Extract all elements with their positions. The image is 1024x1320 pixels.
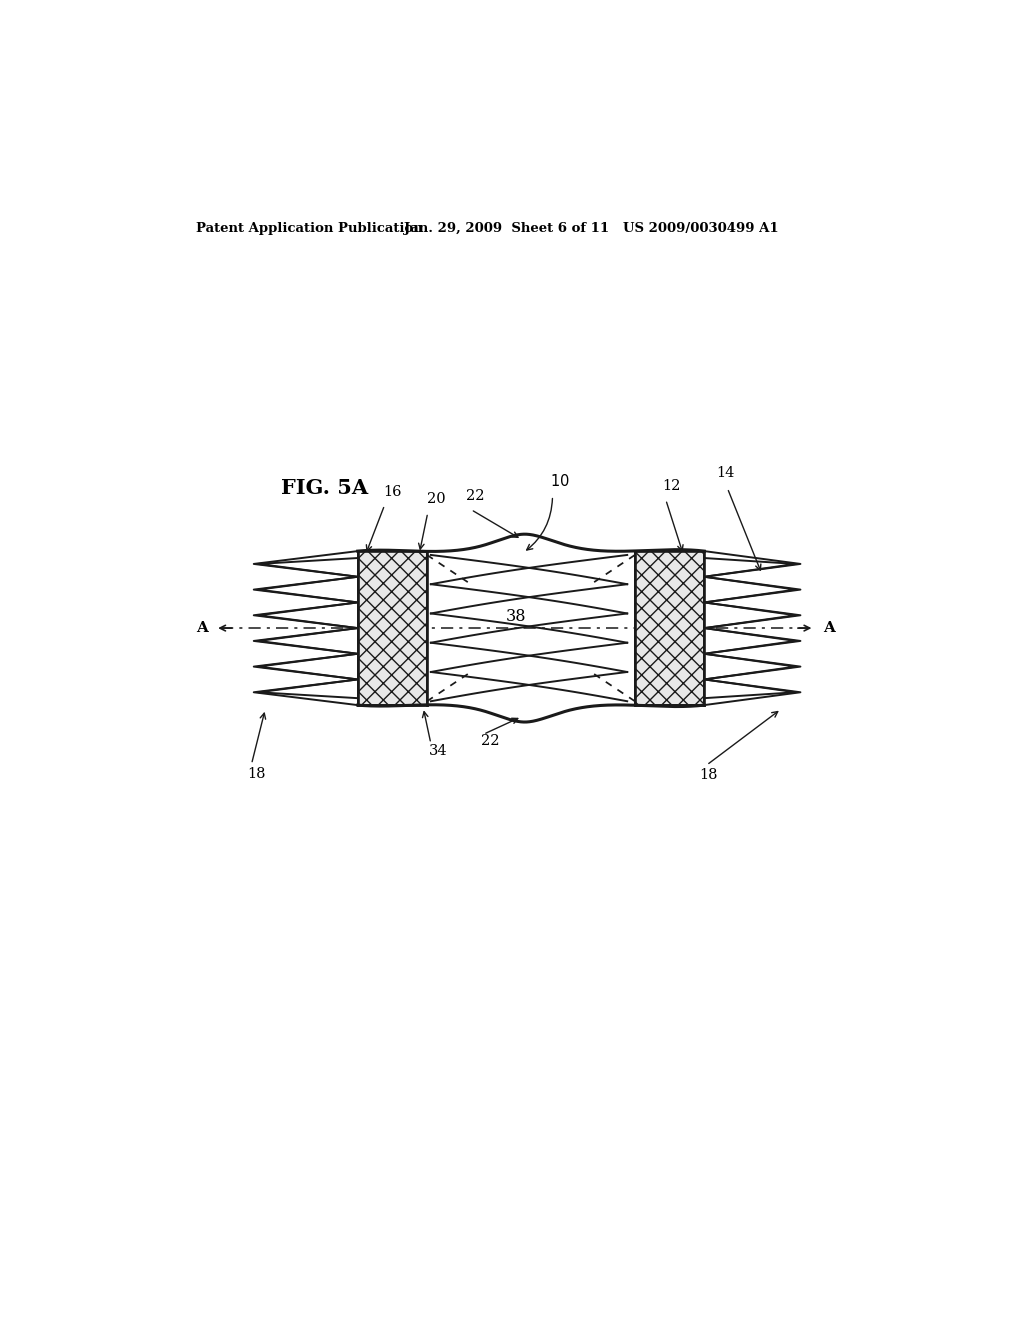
Text: 22: 22 (481, 734, 500, 748)
Text: 38: 38 (505, 609, 525, 626)
Text: 14: 14 (716, 466, 734, 480)
Bar (635, 552, 705, 705)
Bar (357, 552, 427, 705)
Text: 18: 18 (248, 767, 266, 780)
Text: Patent Application Publication: Patent Application Publication (196, 222, 423, 235)
Text: 22: 22 (466, 490, 484, 503)
Text: 20: 20 (427, 492, 445, 507)
Text: 34: 34 (429, 743, 447, 758)
Text: 18: 18 (698, 768, 718, 783)
Text: Jan. 29, 2009  Sheet 6 of 11: Jan. 29, 2009 Sheet 6 of 11 (403, 222, 609, 235)
Text: $\mathit{10}$: $\mathit{10}$ (550, 474, 570, 490)
Text: A: A (823, 622, 836, 635)
Text: US 2009/0030499 A1: US 2009/0030499 A1 (624, 222, 779, 235)
Text: 16: 16 (383, 484, 401, 499)
Text: A: A (196, 622, 208, 635)
Text: 12: 12 (662, 479, 680, 494)
Text: FIG. 5A: FIG. 5A (281, 478, 368, 498)
